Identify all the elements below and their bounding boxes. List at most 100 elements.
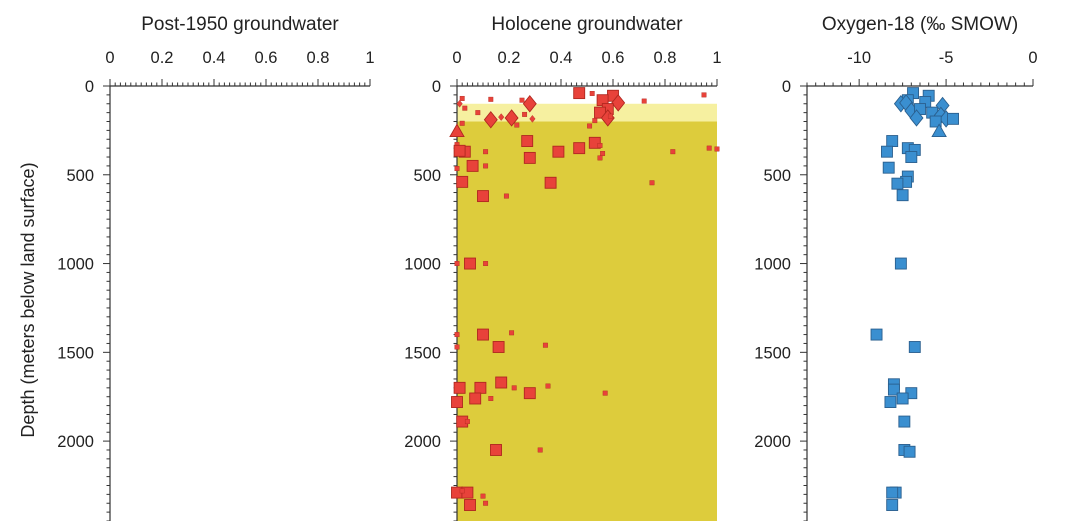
data-point-square [519,97,525,103]
data-point-square [896,392,909,405]
data-point-square [514,122,520,128]
data-point-square [483,500,489,506]
data-point-square [670,149,676,155]
data-point-diamond [522,95,537,113]
data-point-square [870,328,883,341]
panel-3-y-tick-label: 0 [782,78,791,96]
data-point-square [600,151,606,156]
data-point-square [552,145,565,158]
data-point-square [454,332,460,338]
data-point-square [453,144,466,157]
panel-1-x-tick-label: 0.4 [203,49,226,67]
panel-1-title: Post-1950 groundwater [141,14,339,35]
text-layer: Post-1950 groundwater 0 0.2 0.4 0.6 0.8 1 0 500 1… [57,14,1037,451]
data-point-square [453,381,466,394]
data-point-square [607,113,613,119]
data-point-square [464,499,476,511]
panel-3-x-tick-label: -10 [847,49,871,67]
data-point-square [490,444,502,456]
data-point-square [464,419,470,425]
panel-1-x-tick-label: 0.2 [151,49,174,67]
data-point-square [544,176,557,189]
panel-1-x-tick-label: 0 [105,49,114,67]
data-point-square [454,344,460,350]
data-point-square [522,111,528,117]
data-point-square [503,193,509,199]
panel-1-y-tick-label: 1000 [57,256,94,274]
panel-3-y-tick-label: 1500 [754,344,791,362]
data-point-diamond [504,109,519,127]
data-point-square [905,151,918,163]
data-point-square [464,257,476,270]
data-point-square [477,328,489,341]
panel-2-x-tick-label: 0.8 [654,49,677,67]
data-point-square [521,135,534,147]
data-point-square [480,493,486,499]
panel-1-x-tick-label: 1 [365,49,374,67]
data-point-square [459,120,465,126]
data-point-square [545,383,551,389]
data-point-square [929,115,942,128]
data-point-diamond [529,115,536,123]
data-point-triangle [931,123,947,137]
panel-2-title: Holocene groundwater [491,14,683,35]
data-point-square [881,145,893,158]
panel-1-y-tick-label: 0 [85,78,94,96]
data-point-square [891,177,904,190]
panel-3-y-tick-label: 2000 [754,433,791,451]
data-point-square [882,161,895,174]
data-point-square [475,110,481,116]
data-point-square [896,189,909,202]
data-point-square [451,396,463,408]
panel-1-x-tick-label: 0.6 [255,49,278,67]
data-point-diamond [611,94,626,112]
axes-layer [103,79,1034,521]
data-point-square [454,166,460,172]
panel-2-x-tick-label: 0 [452,49,461,67]
data-point-square [886,499,899,511]
data-point-square [477,190,489,203]
panel-3-y-tick-label: 500 [763,167,791,185]
data-point-diamond [909,109,924,127]
data-point-square [903,445,916,458]
depth-band-2 [457,121,717,521]
data-point-square [886,486,899,499]
data-point-square [488,396,494,401]
data-point-square [886,135,899,147]
data-point-square [459,95,465,101]
panel-3-y-tick-label: 1000 [754,256,791,274]
background-layer [457,103,717,521]
panel-2-x-tick-label: 1 [712,49,721,67]
data-point-square [523,151,536,164]
panel-1-y-tick-label: 2000 [57,433,94,451]
data-point-square [701,92,707,98]
data-point-square [466,159,479,172]
data-point-square [894,257,907,270]
data-point-square [495,376,508,389]
data-point-square [454,261,460,267]
panel-2-y-tick-label: 2000 [404,433,441,451]
panel-3-x-tick-label: -5 [939,49,954,67]
panel-2-x-tick-label: 0.4 [550,49,573,67]
panel-2-y-tick-label: 500 [413,167,441,185]
points-layer [449,87,959,511]
data-point-square [641,98,647,104]
data-point-square [887,383,900,396]
panel-2-y-tick-label: 0 [432,78,441,96]
data-point-square [474,381,487,394]
panel-3-x-tick-label: 0 [1028,49,1037,67]
data-point-square [602,390,608,396]
data-point-triangle [449,123,465,137]
data-point-square [588,136,601,149]
data-point-square [459,488,465,494]
data-point-square [597,143,603,148]
data-point-square [462,105,468,111]
y-axis-label: Depth (meters below land surface) [18,162,38,437]
data-point-square [488,96,494,102]
data-point-square [542,342,548,348]
panel-1-y-tick-label: 1500 [57,344,94,362]
data-point-square [483,149,489,155]
panel-2-y-tick-label: 1000 [404,256,441,274]
